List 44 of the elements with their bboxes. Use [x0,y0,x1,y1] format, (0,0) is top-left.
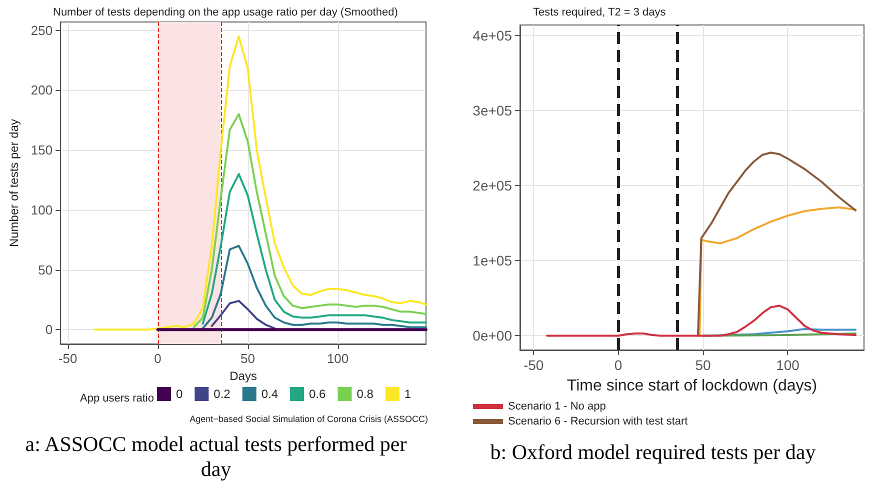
line-series [202,173,427,325]
line-series [696,152,857,337]
line-series [202,244,427,330]
text: Agent−based Social Simulation of Corona Crisis (ASSOCC) [188,414,429,424]
y-tick-label: 4e+05 [472,28,512,44]
legend-label: 0.2 [214,387,231,401]
y-tick-label: 150 [30,142,53,158]
legend-title: App users ratio [80,392,154,404]
x-tick-label: 0 [614,357,622,373]
legend-label: 0.4 [261,387,278,401]
y-tick-label: 250 [30,22,53,38]
y-tick-label: 50 [38,262,53,278]
line-series [94,35,427,331]
x-tick-label: 50 [695,357,712,373]
y-tick-label: 3e+05 [472,102,512,119]
x-axis-title: Time since start of lockdown (days) [566,378,818,394]
line-series [210,300,276,330]
y-tick-label: 100 [30,202,53,218]
line-series [192,113,427,328]
legend-label: Scenario 6 - Recursion with test start [508,416,688,428]
y-axis-title: Number of tests per day [7,118,21,248]
line-series [698,206,857,337]
legend-label: 0.6 [309,387,326,401]
y-tick-label: 0 [45,322,53,338]
chart-title: Tests required, T2 = 3 days [533,6,666,18]
y-tick-label: 200 [30,82,53,98]
x-tick-label: 100 [326,351,349,366]
y-tick-label: 0e+00 [472,328,512,344]
text: a: ASSOCC model actual tests performed per day [24,432,408,482]
text: b: Oxford model required tests per day [489,440,817,465]
legend-label: 0 [176,387,183,401]
chart-title: Number of tests depending on the app usage ratio per day (Smoothed) [53,6,398,18]
y-tick-label: 2e+05 [472,178,512,194]
x-tick-label: 50 [240,351,256,366]
legend-label: Scenario 1 - No app [508,400,606,412]
legend-label: 1 [404,387,412,401]
x-axis-title: Days [230,368,257,383]
y-tick-label: 1e+05 [472,252,512,269]
legend-label: 0.8 [356,387,374,401]
x-tick-label: -50 [58,351,78,366]
x-tick-label: 100 [776,357,800,373]
line-series [546,304,857,337]
x-tick-label: -50 [523,357,544,373]
x-tick-label: 0 [154,351,162,366]
